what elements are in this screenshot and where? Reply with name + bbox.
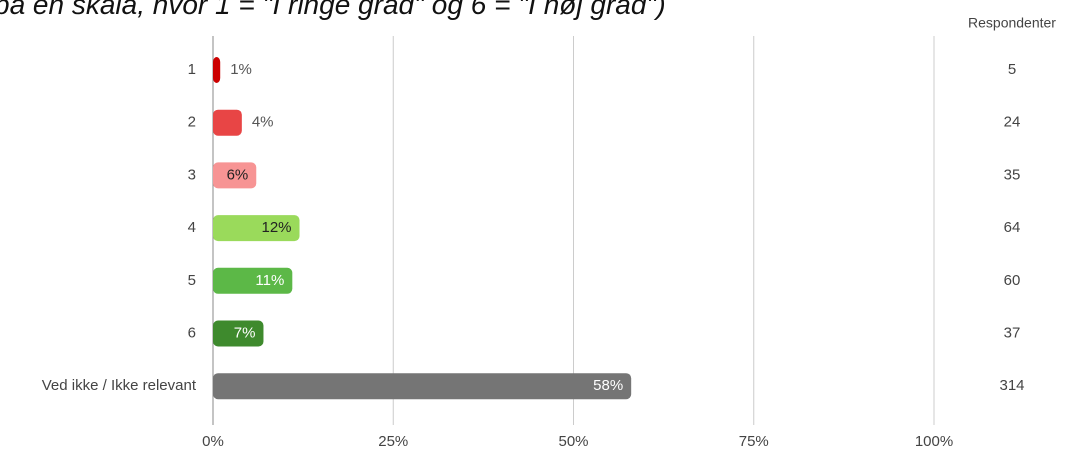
x-tick-label: 50% [558,433,588,449]
bar [213,267,293,294]
respondent-count: 60 [1004,272,1021,289]
y-tick-label: 3 [188,166,196,183]
value-label: 12% [261,219,291,236]
respondents-header: Respondenter [968,15,1056,31]
bar [213,215,300,242]
y-tick-label: Ved ikke / Ikke relevant [42,377,197,394]
y-tick-label: 6 [188,324,196,341]
bar [213,57,221,83]
y-tick-label: 5 [188,272,196,289]
y-tick-label: 1 [188,61,196,78]
value-label: 6% [227,166,249,183]
bar [213,373,632,400]
chart-title: på en skala, hvor 1 = "I ringe grad" og … [0,0,666,20]
bar [213,162,257,189]
value-label: 58% [593,377,623,394]
respondent-count: 314 [999,377,1024,394]
x-tick-label: 25% [378,433,408,449]
bar [213,109,242,136]
value-label: 7% [234,324,256,341]
value-label: 4% [252,114,274,131]
y-tick-label: 4 [188,219,196,236]
respondent-count: 64 [1004,219,1021,236]
x-tick-label: 0% [202,433,224,449]
respondent-count: 35 [1004,166,1021,183]
x-tick-label: 75% [739,433,769,449]
bar [213,320,264,347]
respondent-count: 5 [1008,61,1016,78]
value-label: 1% [230,61,252,78]
value-label: 11% [255,272,284,289]
respondent-count: 37 [1004,324,1021,341]
respondent-count: 24 [1004,114,1021,131]
x-tick-label: 100% [915,433,953,449]
y-tick-label: 2 [188,114,196,131]
